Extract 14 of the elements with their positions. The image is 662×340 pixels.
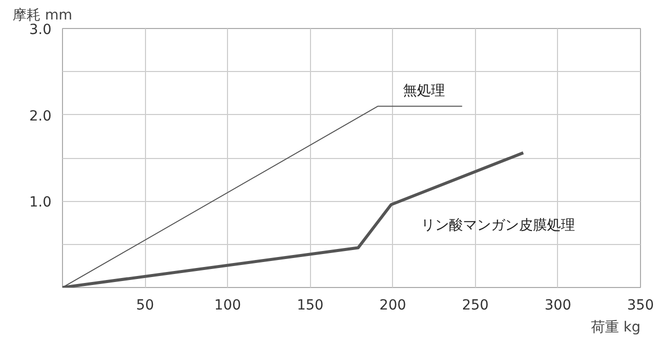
x-tick-label: 350 [627,298,654,314]
y-tick-label: 1.0 [29,194,52,211]
series-label: リン酸マンガン皮膜処理 [421,216,576,233]
x-tick-label: 50 [136,298,154,314]
x-tick-label: 100 [214,298,242,314]
x-tick-label: 300 [544,298,572,314]
x-axis-title: 荷重 kg [591,320,641,336]
y-axis-title: 摩耗 mm [12,8,72,24]
x-tick-label: 150 [296,298,324,314]
x-tick-label: 200 [379,298,406,314]
series-label: 無処理 [402,82,445,98]
y-tick-label: 2.0 [29,108,52,124]
y-tick-label: 3.0 [29,22,52,38]
x-tick-label: 250 [462,298,489,314]
